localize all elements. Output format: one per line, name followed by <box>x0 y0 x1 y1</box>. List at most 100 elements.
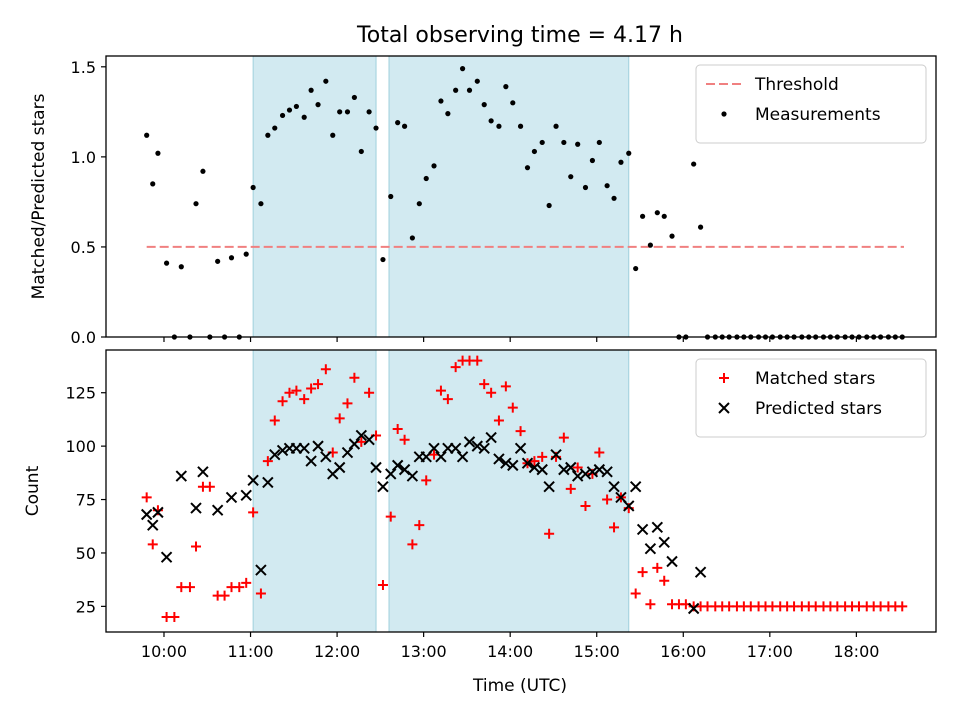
matched-star-point <box>572 462 583 473</box>
measurement-point <box>697 224 704 230</box>
measurement-point <box>265 132 271 138</box>
legend-matched-swatch <box>719 373 729 383</box>
predicted-star-point <box>623 500 635 512</box>
predicted-star-point <box>147 519 159 531</box>
matched-star-point <box>291 385 302 396</box>
matched-star-point <box>399 434 410 445</box>
predicted-star-point <box>276 444 289 457</box>
matched-star-point <box>645 599 656 610</box>
legend-label: Threshold <box>754 75 839 95</box>
matched-star-point <box>500 381 511 392</box>
matched-star-point <box>342 398 353 409</box>
measurement-point <box>611 195 617 201</box>
predicted-star-point <box>377 481 389 493</box>
measurement-point <box>409 235 415 241</box>
bottom-shaded-interval <box>388 349 630 633</box>
measurement-point <box>155 150 161 156</box>
predicted-star-point <box>211 504 224 516</box>
matched-star-point <box>515 426 526 437</box>
x-tick-label: 18:00 <box>833 642 879 661</box>
measurement-point <box>589 157 596 164</box>
matched-star-point <box>334 413 345 424</box>
measurement-point <box>568 174 574 180</box>
predicted-star-point <box>190 502 202 514</box>
measurement-point <box>193 201 199 207</box>
matched-star-point <box>429 449 440 460</box>
bottom-legend: Matched stars Predicted stars <box>695 358 927 438</box>
x-tick-label: 15:00 <box>574 642 620 661</box>
predicted-star-point <box>694 566 707 578</box>
predicted-star-point <box>456 451 469 463</box>
predicted-star-point <box>247 474 259 487</box>
matched-star-point <box>529 456 540 467</box>
predicted-star-point <box>565 461 577 474</box>
predicted-star-point <box>507 459 519 472</box>
measurement-point <box>510 100 516 106</box>
matched-star-point <box>284 387 295 398</box>
top-panel: 0.0 0.5 1.0 1.5 Matched/Predicted stars Thres… <box>29 55 937 347</box>
measurement-point <box>481 102 487 108</box>
matched-star-point <box>507 402 518 413</box>
predicted-star-point <box>262 476 274 489</box>
predicted-star-point <box>629 481 642 493</box>
matched-star-point <box>486 387 497 398</box>
measurement-point <box>330 132 336 138</box>
x-tick-label: 16:00 <box>660 642 706 661</box>
bottom-axes-frame <box>105 349 937 633</box>
measurement-point <box>438 98 444 104</box>
predicted-star-point <box>406 470 419 482</box>
matched-star-point <box>269 415 280 426</box>
matched-star-point <box>472 355 483 366</box>
predicted-star-point <box>348 438 361 450</box>
predicted-star-point <box>521 457 534 469</box>
measurement-point <box>301 114 307 120</box>
x-axis-label: Time (UTC) <box>472 676 567 696</box>
x-tick-label: 10:00 <box>141 642 187 661</box>
x-tick-label: 12:00 <box>314 642 360 661</box>
matched-star-point <box>479 379 490 390</box>
measurement-point <box>228 255 235 261</box>
measurement-point <box>640 213 646 219</box>
matched-star-point <box>630 588 641 599</box>
top-y-tick-label: 1.5 <box>71 58 96 77</box>
matched-star-point <box>493 415 504 426</box>
matched-star-point <box>544 528 555 539</box>
matched-star-point <box>377 580 388 590</box>
matched-star-point <box>219 590 230 601</box>
matched-star-point <box>364 387 375 398</box>
bottom-y-tick-label: 25 <box>76 597 96 616</box>
predicted-star-point <box>197 466 209 478</box>
matched-star-point <box>349 372 360 383</box>
measurement-point <box>286 107 293 113</box>
matched-star-point <box>407 539 418 550</box>
top-axes-frame <box>105 55 937 338</box>
measurement-point <box>647 242 653 248</box>
top-shaded-interval <box>252 55 377 338</box>
predicted-star-point <box>478 442 490 454</box>
legend-box <box>695 358 927 438</box>
measurement-point <box>503 84 509 90</box>
top-y-tick-label: 1.0 <box>71 148 96 167</box>
x-tick-label: 11:00 <box>227 642 273 661</box>
predicted-star-point <box>485 431 497 444</box>
measurement-point <box>575 141 581 147</box>
predicted-star-point <box>550 448 562 461</box>
predicted-star-point <box>341 446 354 459</box>
measurement-point <box>401 123 408 129</box>
measurement-point <box>488 118 494 124</box>
matched-star-point <box>299 394 310 405</box>
matched-star-point <box>385 511 396 522</box>
predicted-star-point <box>175 470 188 482</box>
matched-star-point <box>652 562 663 573</box>
measurement-point <box>459 66 466 72</box>
predicted-star-point <box>644 542 657 555</box>
matched-star-point <box>637 567 648 578</box>
predicted-star-point <box>449 442 462 454</box>
x-tick-label: 17:00 <box>747 642 793 661</box>
measurement-point <box>395 120 401 126</box>
measurement-point <box>531 148 538 155</box>
matched-star-point <box>414 520 425 531</box>
predicted-star-point <box>269 448 281 461</box>
predicted-star-point <box>255 564 267 576</box>
matched-star-point <box>262 456 273 467</box>
